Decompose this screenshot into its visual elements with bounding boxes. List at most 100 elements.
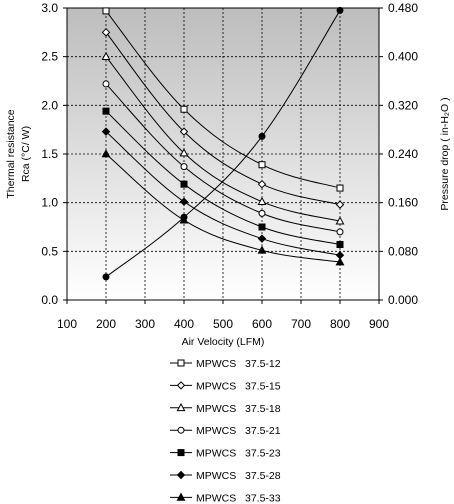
- data-point: [101, 149, 111, 158]
- legend-item: MPWCS 37.5-23: [170, 448, 281, 460]
- pressure-drop-layer: [102, 6, 344, 281]
- data-point: [102, 107, 110, 115]
- x-tick-label: 600: [252, 317, 272, 331]
- data-point: [179, 127, 189, 136]
- series-line: [105, 110, 341, 246]
- data-point: [336, 241, 344, 249]
- series-line: [105, 131, 341, 256]
- legend-label: MPWCS 37.5-12: [196, 358, 281, 370]
- right-tick-label: 0.000: [388, 293, 418, 307]
- data-point: [257, 196, 267, 205]
- legend-item: MPWCS 37.5-28: [170, 470, 281, 482]
- data-point: [179, 148, 189, 157]
- left-tick-label: 3.0: [41, 1, 58, 15]
- legend-label: MPWCS 37.5-33: [196, 492, 281, 504]
- data-point: [102, 7, 110, 15]
- legend-item: MPWCS 37.5-12: [170, 358, 281, 370]
- data-point: [180, 180, 188, 188]
- x-tick-label: 300: [135, 317, 155, 331]
- series-3: [101, 51, 345, 225]
- pressure-drop-line: [105, 10, 341, 278]
- series-line: [105, 10, 341, 189]
- data-point: [336, 184, 344, 192]
- legend-marker: [176, 381, 186, 390]
- legend-marker: [176, 470, 186, 480]
- data-point: [335, 216, 345, 225]
- data-point: [336, 228, 344, 236]
- x-axis-title: Air Velocity (LFM): [182, 336, 265, 348]
- right-tick-label: 0.400: [388, 50, 418, 64]
- legend-item: MPWCS 37.5-15: [170, 380, 281, 392]
- legend-item: MPWCS 37.5-21: [170, 425, 281, 437]
- data-point: [180, 163, 188, 171]
- x-tick-label: 500: [213, 317, 233, 331]
- pressure-drop-point: [102, 273, 110, 281]
- x-tick-label: 100: [57, 317, 77, 331]
- right-axis-title: Pressure drop ( in-H₂O ): [439, 97, 451, 210]
- series-line: [105, 153, 341, 263]
- legend-label: MPWCS 37.5-21: [196, 425, 281, 437]
- right-tick-label: 0.240: [388, 147, 418, 161]
- legend-item: MPWCS 37.5-18: [170, 403, 281, 415]
- pressure-drop-point: [258, 132, 266, 140]
- series-line: [105, 32, 341, 206]
- x-tick-label: 700: [291, 317, 311, 331]
- left-tick-label: 0.0: [41, 293, 58, 307]
- series-7: [101, 149, 345, 266]
- legend-item: MPWCS 37.5-33: [170, 492, 281, 504]
- data-point: [335, 257, 345, 266]
- data-point: [258, 223, 266, 231]
- left-tick-label: 2.5: [41, 50, 58, 64]
- legend-marker: [177, 359, 185, 367]
- data-point: [258, 209, 266, 217]
- legend-marker: [176, 492, 186, 501]
- x-axis-ticks: 100 200 300 400 500 600 700 800 900: [57, 300, 389, 331]
- series-4: [102, 80, 344, 236]
- pressure-drop-point: [180, 213, 188, 221]
- left-tick-label: 0.5: [41, 244, 58, 258]
- right-tick-label: 0.320: [388, 98, 418, 112]
- legend: MPWCS 37.5-12 MPWCS 37.5-15 MPWCS 37.5-18 M…: [170, 358, 281, 504]
- left-tick-label: 2.0: [41, 98, 58, 112]
- data-point: [102, 80, 110, 88]
- data-point: [335, 200, 345, 209]
- data-point: [258, 161, 266, 169]
- x-tick-label: 400: [174, 317, 194, 331]
- legend-label: MPWCS 37.5-18: [196, 403, 281, 415]
- legend-label: MPWCS 37.5-15: [196, 380, 281, 392]
- left-tick-label: 1.0: [41, 196, 58, 210]
- series-line: [105, 56, 341, 222]
- right-tick-label: 0.480: [388, 1, 418, 15]
- series-5: [102, 107, 344, 249]
- series-1: [102, 7, 344, 192]
- legend-label: MPWCS 37.5-28: [196, 470, 281, 482]
- data-point: [180, 105, 188, 113]
- data-point: [101, 127, 111, 136]
- left-axis-ticks: 0.0 0.5 1.0 1.5 2.0 2.5 3.0: [41, 1, 67, 307]
- right-axis-ticks: 0.000 0.080 0.160 0.240 0.320 0.400 0.480: [379, 1, 418, 307]
- series-2: [101, 28, 345, 209]
- x-tick-label: 900: [369, 317, 389, 331]
- series-6: [101, 127, 345, 260]
- data-point: [257, 179, 267, 189]
- data-point: [101, 51, 111, 60]
- pressure-drop-point: [336, 6, 344, 14]
- data-point: [257, 245, 267, 254]
- data-point: [257, 234, 267, 243]
- legend-marker: [177, 426, 185, 434]
- series-layer: [101, 7, 345, 266]
- left-axis-title-line1: Thermal resistance: [5, 109, 17, 198]
- left-axis-title-line2: Rca (°C/ W): [20, 126, 32, 182]
- x-tick-label: 800: [330, 317, 350, 331]
- right-tick-label: 0.160: [388, 196, 418, 210]
- legend-marker: [176, 402, 186, 412]
- data-point: [179, 197, 189, 206]
- x-tick-label: 200: [96, 317, 116, 331]
- legend-label: MPWCS 37.5-23: [196, 448, 281, 460]
- right-tick-label: 0.080: [388, 244, 418, 258]
- data-point: [101, 28, 111, 37]
- series-line: [105, 83, 341, 233]
- left-tick-label: 1.5: [41, 147, 58, 161]
- legend-marker: [177, 449, 185, 457]
